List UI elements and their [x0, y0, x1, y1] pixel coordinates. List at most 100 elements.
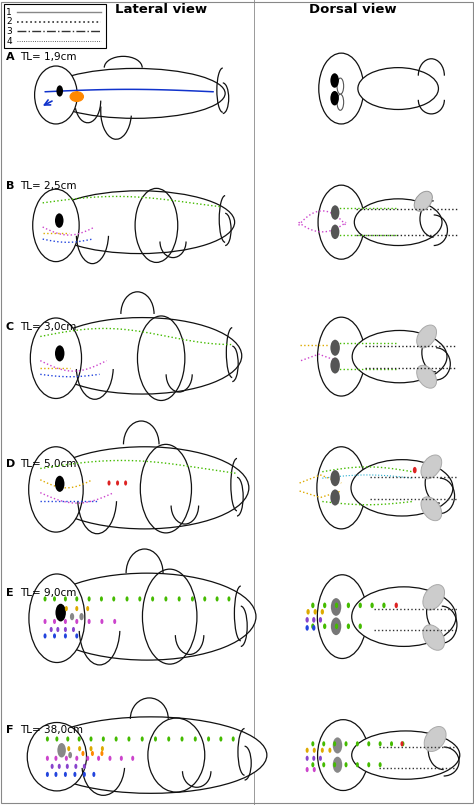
Ellipse shape	[29, 574, 85, 663]
Ellipse shape	[371, 602, 374, 609]
Ellipse shape	[331, 225, 339, 239]
Ellipse shape	[53, 619, 56, 624]
Ellipse shape	[181, 737, 183, 741]
Ellipse shape	[45, 191, 235, 254]
Ellipse shape	[102, 737, 105, 741]
Text: TL= 5,0cm: TL= 5,0cm	[20, 459, 76, 469]
Ellipse shape	[70, 613, 74, 620]
Text: Lateral view: Lateral view	[115, 2, 207, 16]
Text: C: C	[6, 322, 14, 332]
Ellipse shape	[90, 737, 92, 741]
Ellipse shape	[333, 741, 336, 746]
Ellipse shape	[379, 741, 382, 746]
Ellipse shape	[55, 345, 64, 361]
Text: TL= 1,9cm: TL= 1,9cm	[20, 52, 76, 62]
Ellipse shape	[68, 752, 72, 758]
Ellipse shape	[126, 597, 128, 601]
Ellipse shape	[311, 623, 315, 630]
Ellipse shape	[352, 330, 447, 382]
Ellipse shape	[323, 602, 326, 609]
Ellipse shape	[330, 91, 339, 105]
Ellipse shape	[55, 213, 64, 228]
Ellipse shape	[78, 737, 81, 741]
Ellipse shape	[138, 597, 141, 601]
Ellipse shape	[313, 767, 316, 772]
Ellipse shape	[73, 772, 76, 777]
Ellipse shape	[306, 767, 309, 772]
Ellipse shape	[97, 756, 100, 761]
Ellipse shape	[318, 317, 365, 396]
Ellipse shape	[55, 604, 66, 621]
Ellipse shape	[157, 332, 186, 386]
Ellipse shape	[312, 625, 316, 631]
Ellipse shape	[306, 609, 310, 615]
Ellipse shape	[56, 627, 59, 632]
Ellipse shape	[345, 762, 347, 767]
Ellipse shape	[194, 737, 197, 741]
Ellipse shape	[421, 455, 442, 479]
Ellipse shape	[305, 625, 309, 631]
Ellipse shape	[311, 762, 314, 767]
Ellipse shape	[33, 189, 79, 262]
Ellipse shape	[401, 741, 403, 746]
Ellipse shape	[321, 609, 324, 615]
Ellipse shape	[318, 720, 369, 791]
Text: D: D	[6, 459, 15, 469]
Ellipse shape	[311, 602, 315, 609]
Text: B: B	[6, 181, 14, 191]
Ellipse shape	[83, 772, 86, 777]
Ellipse shape	[75, 756, 78, 761]
Ellipse shape	[232, 737, 235, 741]
Ellipse shape	[323, 623, 326, 630]
Text: F: F	[6, 724, 13, 734]
Ellipse shape	[100, 751, 103, 756]
Ellipse shape	[79, 613, 83, 620]
Ellipse shape	[46, 737, 49, 741]
Ellipse shape	[356, 741, 359, 746]
Ellipse shape	[157, 203, 184, 253]
Ellipse shape	[337, 94, 344, 110]
Ellipse shape	[417, 325, 437, 348]
Ellipse shape	[27, 723, 86, 791]
Ellipse shape	[423, 625, 445, 650]
Ellipse shape	[35, 716, 267, 794]
Ellipse shape	[55, 772, 57, 777]
Ellipse shape	[421, 497, 442, 521]
Ellipse shape	[390, 741, 393, 746]
Ellipse shape	[88, 597, 91, 601]
Ellipse shape	[203, 597, 206, 601]
Ellipse shape	[67, 746, 70, 751]
Ellipse shape	[191, 597, 194, 601]
Ellipse shape	[44, 619, 46, 624]
Ellipse shape	[83, 764, 86, 769]
Ellipse shape	[333, 762, 336, 767]
Ellipse shape	[112, 597, 115, 601]
Ellipse shape	[45, 68, 225, 118]
Text: A: A	[6, 52, 14, 62]
Ellipse shape	[78, 746, 81, 751]
Ellipse shape	[74, 764, 77, 769]
Ellipse shape	[72, 627, 75, 632]
Ellipse shape	[358, 602, 362, 609]
Ellipse shape	[44, 634, 46, 638]
Ellipse shape	[346, 623, 350, 630]
Ellipse shape	[228, 597, 230, 601]
Ellipse shape	[394, 602, 398, 609]
Ellipse shape	[352, 731, 460, 779]
Ellipse shape	[50, 627, 53, 632]
Ellipse shape	[46, 756, 49, 761]
Ellipse shape	[65, 606, 68, 611]
Ellipse shape	[101, 746, 104, 751]
Ellipse shape	[154, 737, 157, 741]
Ellipse shape	[318, 575, 367, 658]
Ellipse shape	[312, 617, 316, 623]
Ellipse shape	[167, 737, 170, 741]
Ellipse shape	[109, 756, 111, 761]
Ellipse shape	[164, 597, 167, 601]
Ellipse shape	[28, 447, 83, 532]
Text: TL= 9,0cm: TL= 9,0cm	[20, 588, 76, 597]
Ellipse shape	[30, 318, 82, 398]
Ellipse shape	[314, 609, 317, 615]
Ellipse shape	[46, 772, 49, 777]
Ellipse shape	[313, 748, 316, 753]
